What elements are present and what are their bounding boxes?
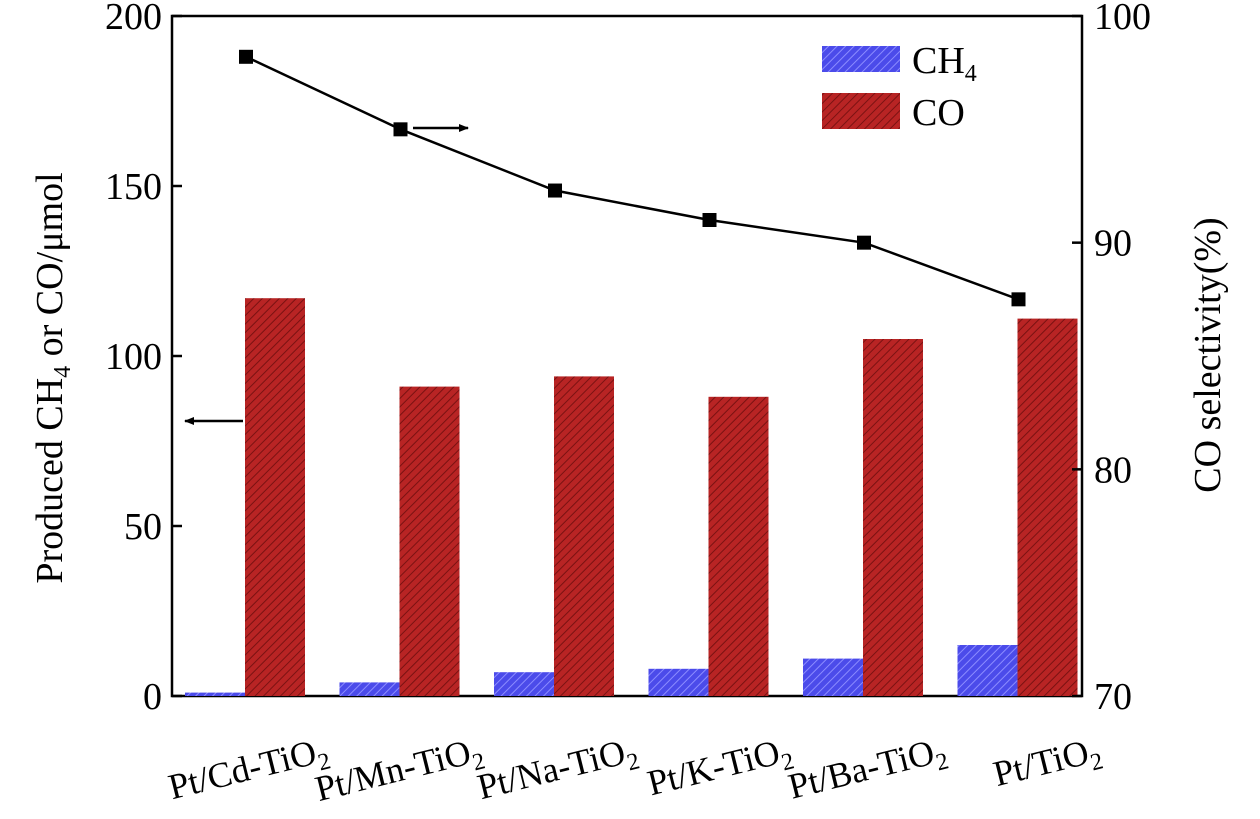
category-label-3: Pt/K-TiO2: [643, 729, 797, 809]
left-axis-ticks: 0 50 100 150 200: [105, 0, 182, 718]
selectivity-point-3: [702, 213, 717, 227]
selectivity-line-layer: [239, 49, 1026, 307]
selectivity-point-0: [239, 49, 253, 64]
selectivity-point-5: [1011, 292, 1026, 307]
selectivity-point-4: [857, 235, 871, 250]
left-tick-label-0: 0: [143, 676, 162, 718]
legend-label-ch4: CH4: [912, 40, 977, 87]
left-tick-label-4: 200: [105, 0, 162, 38]
bar-ch4-0: [185, 692, 245, 696]
bar-ch4-3: [648, 668, 709, 696]
legend: CH4 CO: [822, 40, 977, 134]
legend-swatch-co: [822, 93, 900, 129]
legend-label-co: CO: [912, 92, 965, 134]
bar-ch4-4: [803, 658, 863, 696]
selectivity-point-1: [393, 122, 408, 137]
right-tick-label-0: 70: [1094, 676, 1132, 718]
selectivity-point-2: [548, 183, 562, 198]
right-tick-label-2: 90: [1094, 223, 1132, 265]
selectivity-line: [245, 55, 1019, 301]
bar-co-3: [708, 396, 769, 696]
left-axis-title: Produced CH4 or CO/μmol: [29, 172, 76, 583]
legend-swatch-ch4: [822, 46, 900, 72]
left-tick-label-3: 150: [105, 166, 162, 208]
bar-co-1: [399, 386, 460, 696]
bars-layer: [185, 298, 1078, 696]
category-label-2: Pt/Na-TiO2: [473, 729, 642, 813]
right-tick-label-1: 80: [1094, 449, 1132, 491]
bar-co-5: [1017, 318, 1078, 696]
category-label-1: Pt/Mn-TiO2: [311, 729, 488, 815]
category-label-0: Pt/Cd-TiO2: [164, 729, 333, 813]
bar-ch4-1: [339, 682, 400, 696]
right-axis-title: CO selectivity(%): [1187, 217, 1229, 492]
left-tick-label-2: 100: [105, 336, 162, 378]
bar-co-4: [863, 339, 923, 696]
bar-ch4-2: [494, 672, 554, 696]
bar-ch4-5: [957, 645, 1018, 696]
right-tick-label-3: 100: [1094, 0, 1151, 38]
right-axis-ticks: 70 80 90 100: [1072, 0, 1151, 718]
bar-co-2: [554, 376, 614, 696]
left-tick-label-1: 50: [124, 506, 162, 548]
category-label-4: Pt/Ba-TiO2: [784, 729, 951, 813]
category-label-5: Pt/TiO2: [989, 729, 1106, 800]
bar-co-0: [245, 298, 305, 696]
